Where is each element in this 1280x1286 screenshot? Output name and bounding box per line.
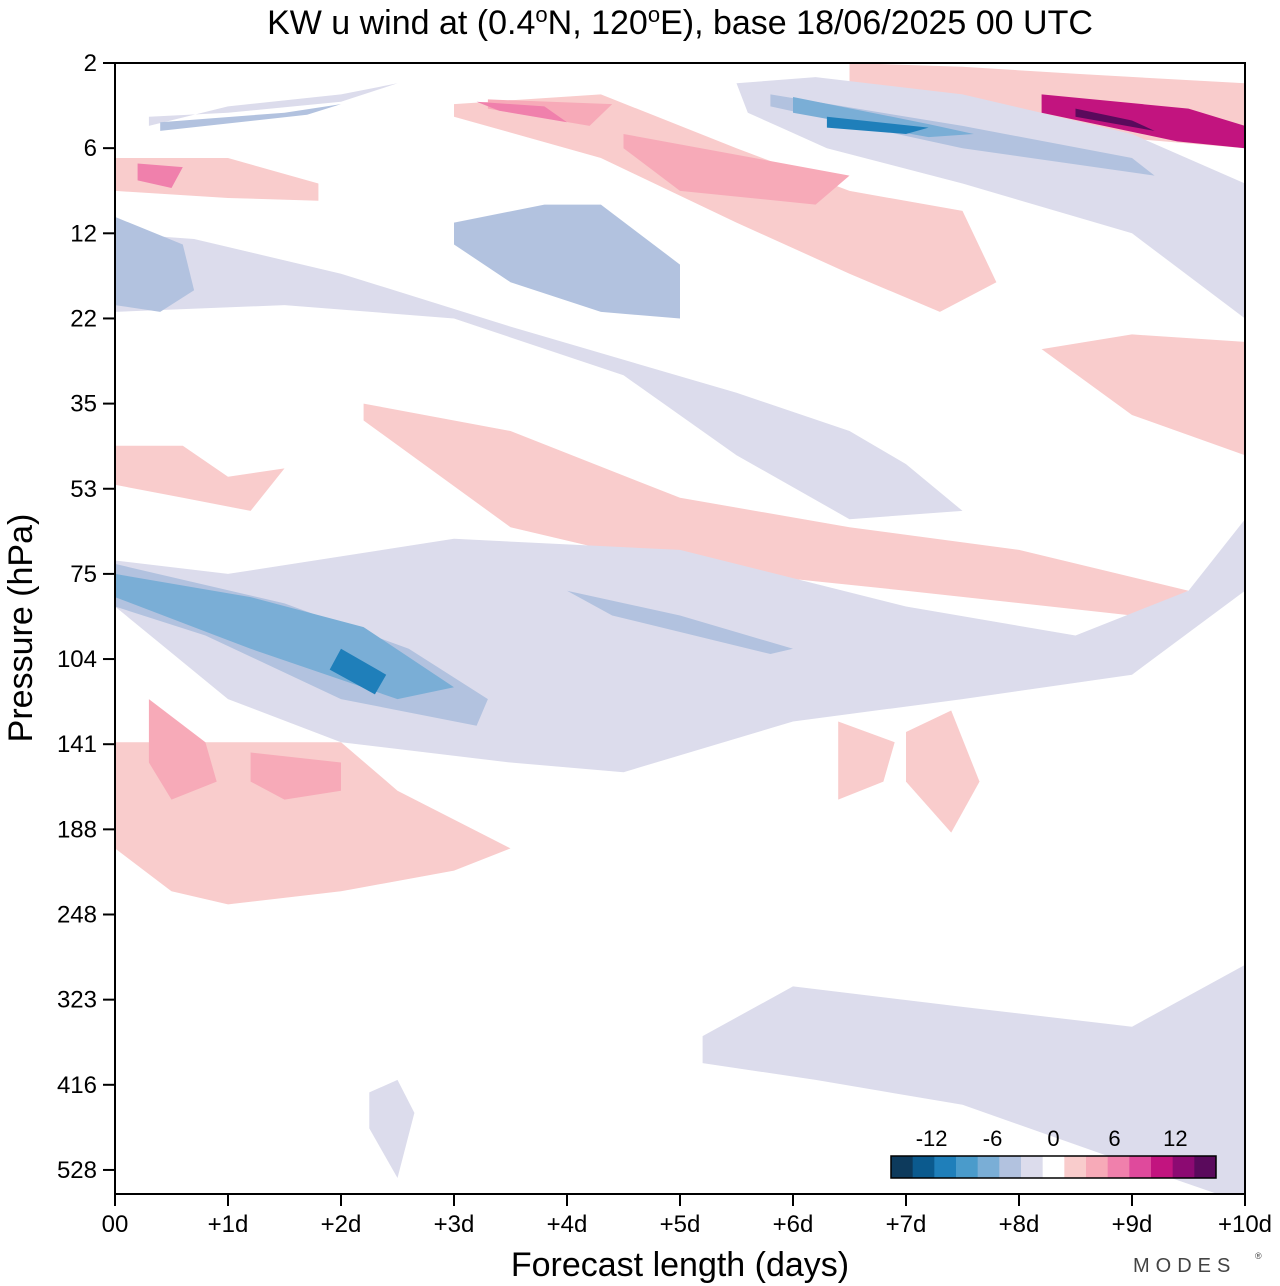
x-tick-label: +8d xyxy=(999,1211,1040,1238)
contour-region xyxy=(115,233,963,520)
colorbar-swatch xyxy=(1086,1156,1109,1178)
colorbar-tick-label: 6 xyxy=(1108,1126,1120,1151)
contour-region xyxy=(148,699,217,800)
colorbar-swatch xyxy=(1151,1156,1174,1178)
colorbar-swatch xyxy=(1107,1156,1130,1178)
contour-field xyxy=(115,63,1245,1194)
colorbar-tick-label: -6 xyxy=(983,1126,1003,1151)
contour-region xyxy=(115,742,511,905)
contour-region xyxy=(702,964,1245,1194)
colorbar-swatch xyxy=(1172,1156,1195,1178)
contour-region xyxy=(363,403,1189,616)
x-tick-label: +3d xyxy=(434,1211,475,1238)
contour-region xyxy=(567,590,793,654)
y-axis-label: Pressure (hPa) xyxy=(2,514,40,743)
y-tick-label: 104 xyxy=(57,646,97,673)
y-tick-label: 6 xyxy=(84,135,97,162)
colorbar-swatch xyxy=(1194,1156,1217,1178)
colorbar-tick-label: 0 xyxy=(1047,1126,1059,1151)
contour-region xyxy=(623,134,850,205)
contour-region xyxy=(1041,94,1245,149)
colorbar-swatch xyxy=(1064,1156,1087,1178)
contour-region xyxy=(793,97,974,138)
colorbar-swatch xyxy=(977,1156,1000,1178)
x-axis-label: Forecast length (days) xyxy=(511,1246,849,1284)
colorbar-frame xyxy=(890,1155,1217,1179)
contour-region xyxy=(137,163,183,188)
x-axis: 00 +1d +2d +3d +4d +5d +6d +7d +8d +9d +10d xyxy=(102,1194,1272,1238)
contour-region xyxy=(454,204,680,319)
colorbar-swatch xyxy=(956,1156,979,1178)
colorbar-swatch xyxy=(934,1156,957,1178)
colorbar-legend: -12 -6 0 6 12 xyxy=(890,1126,1217,1179)
x-tick-label: +7d xyxy=(886,1211,927,1238)
y-tick-label: 2 xyxy=(84,50,97,77)
colorbar-swatch xyxy=(1021,1156,1044,1178)
chart-title: KW u wind at (0.4oN, 120oE), base 18/06/… xyxy=(267,2,1093,42)
y-tick-label: 188 xyxy=(57,816,97,843)
modes-watermark: MODES xyxy=(1133,1255,1236,1277)
y-tick-label: 416 xyxy=(57,1072,97,1099)
contour-region xyxy=(115,216,195,312)
contour-region xyxy=(160,104,341,131)
colorbar-swatch xyxy=(1129,1156,1152,1178)
contour-region xyxy=(329,648,387,695)
contour-region xyxy=(148,83,398,126)
x-tick-label: +2d xyxy=(321,1211,362,1238)
x-tick-label: +1d xyxy=(208,1211,249,1238)
y-tick-label: 528 xyxy=(57,1157,97,1184)
colorbar-tick-label: -12 xyxy=(916,1126,948,1151)
y-tick-label: 12 xyxy=(70,220,97,247)
contour-region xyxy=(1041,334,1245,456)
y-axis: 2 6 12 22 35 53 75 104 141 188 248 323 416 528 xyxy=(57,50,115,1184)
colorbar-swatch xyxy=(999,1156,1022,1178)
x-tick-label: 00 xyxy=(102,1211,129,1238)
colorbar-tick-label: 12 xyxy=(1163,1126,1187,1151)
x-tick-label: +10d xyxy=(1218,1211,1272,1238)
contour-region xyxy=(906,710,980,833)
y-tick-label: 22 xyxy=(70,305,97,332)
y-tick-label: 53 xyxy=(70,476,97,503)
y-tick-label: 141 xyxy=(57,731,97,758)
x-tick-label: +4d xyxy=(547,1211,588,1238)
colorbar-swatch xyxy=(1042,1156,1065,1178)
contour-region xyxy=(838,721,895,800)
registered-mark: ® xyxy=(1255,1251,1262,1261)
y-tick-label: 323 xyxy=(57,987,97,1014)
x-tick-label: +6d xyxy=(773,1211,814,1238)
contour-region xyxy=(1075,108,1155,131)
x-tick-label: +5d xyxy=(660,1211,701,1238)
contour-region xyxy=(476,101,567,123)
contour-region xyxy=(115,445,285,511)
contour-region xyxy=(736,77,1245,319)
colorbar-swatch xyxy=(912,1156,935,1178)
y-tick-label: 35 xyxy=(70,391,97,418)
y-tick-label: 248 xyxy=(57,902,97,929)
contour-region xyxy=(826,116,929,134)
colorbar-swatch xyxy=(891,1156,914,1178)
contour-region xyxy=(369,1079,415,1178)
y-tick-label: 75 xyxy=(70,561,97,588)
contour-region xyxy=(250,752,341,800)
contour-region xyxy=(454,94,997,312)
x-tick-label: +9d xyxy=(1112,1211,1153,1238)
